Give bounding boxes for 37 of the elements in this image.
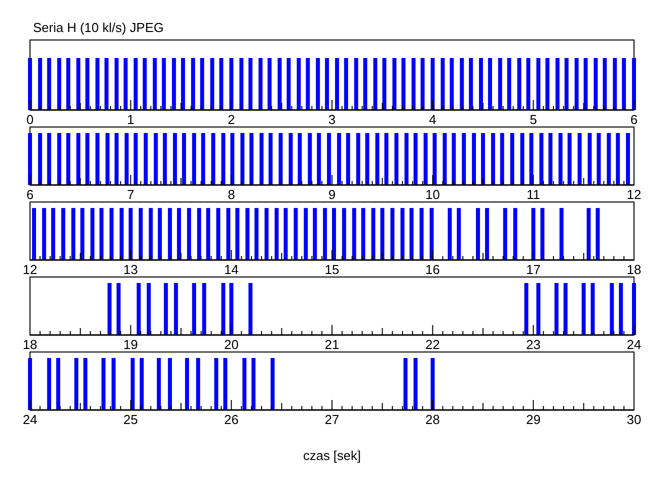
x-tick-label: 17 xyxy=(526,262,541,277)
x-tick-label: 28 xyxy=(425,412,440,427)
x-tick-label: 29 xyxy=(526,412,541,427)
x-tick-label: 14 xyxy=(224,262,239,277)
x-tick-label: 24 xyxy=(22,412,38,427)
x-tick-label: 13 xyxy=(123,262,138,277)
x-tick-label: 25 xyxy=(123,412,138,427)
x-tick-label: 6 xyxy=(26,187,34,202)
x-tick-label: 4 xyxy=(429,112,436,127)
chart-title: Seria H (10 kl/s) JPEG xyxy=(33,20,164,35)
x-axis-title: czas [sek] xyxy=(303,448,361,463)
x-tick-label: 20 xyxy=(224,337,239,352)
x-tick-label: 10 xyxy=(425,187,440,202)
x-tick-label: 5 xyxy=(530,112,537,127)
x-tick-label: 15 xyxy=(324,262,340,277)
x-tick-label: 11 xyxy=(526,187,540,202)
x-tick-label: 21 xyxy=(324,337,340,352)
x-tick-label: 26 xyxy=(224,412,239,427)
x-tick-label: 9 xyxy=(328,187,336,202)
x-tick-label: 27 xyxy=(324,412,340,427)
x-tick-label: 0 xyxy=(26,112,34,127)
x-tick-label: 30 xyxy=(626,412,642,427)
x-tick-label: 23 xyxy=(526,337,541,352)
x-tick-label: 3 xyxy=(328,112,336,127)
x-tick-label: 6 xyxy=(630,112,638,127)
x-tick-label: 8 xyxy=(228,187,235,202)
x-tick-label: 12 xyxy=(22,262,38,277)
x-tick-label: 18 xyxy=(22,337,38,352)
x-tick-label: 22 xyxy=(425,337,440,352)
x-tick-label: 7 xyxy=(127,187,134,202)
x-tick-label: 1 xyxy=(127,112,134,127)
x-tick-label: 18 xyxy=(626,262,642,277)
x-tick-label: 12 xyxy=(626,187,642,202)
x-tick-label: 24 xyxy=(626,337,642,352)
x-tick-label: 19 xyxy=(123,337,138,352)
x-tick-label: 16 xyxy=(425,262,440,277)
x-tick-label: 2 xyxy=(228,112,235,127)
